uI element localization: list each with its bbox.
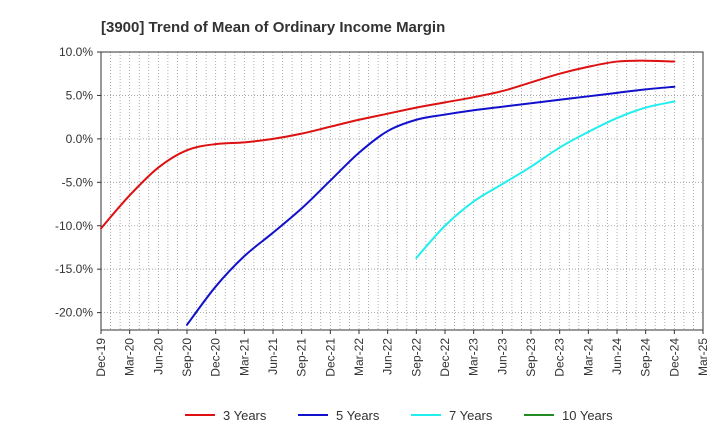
plot-area [101, 52, 703, 330]
x-tick-label: Dec-24 [667, 338, 681, 377]
plot-background [101, 52, 703, 330]
x-tick-label: Jun-21 [266, 338, 280, 375]
y-tick-label: 10.0% [59, 45, 93, 59]
x-tick-label: Mar-23 [467, 338, 481, 376]
legend-label-5-years: 5 Years [336, 408, 380, 423]
y-tick-label: 0.0% [66, 132, 94, 146]
x-tick-label: Dec-19 [94, 338, 108, 377]
x-tick-label: Sep-22 [409, 338, 423, 377]
series-line-5-years [186, 85, 676, 326]
x-tick-label: Jun-23 [495, 338, 509, 375]
x-tick-label: Mar-20 [123, 338, 137, 376]
plot-frame [100, 51, 704, 331]
legend: 3 Years 5 Years 7 Years 10 Years [185, 408, 613, 423]
x-tick-label: Dec-23 [553, 338, 567, 377]
legend-label-7-years: 7 Years [449, 408, 493, 423]
x-tick-label: Sep-21 [295, 338, 309, 377]
y-tick-label: -5.0% [62, 175, 94, 189]
x-axis: Dec-19 Mar-20 Jun-20 Sep-20 Dec-20 Mar-21 Jun-… [94, 330, 710, 377]
x-tick-label: Sep-23 [524, 338, 538, 377]
x-tick-label: Mar-22 [352, 338, 366, 376]
x-tick-label: Mar-24 [581, 338, 595, 376]
legend-label-3-years: 3 Years [223, 408, 267, 423]
x-tick-label: Sep-24 [639, 338, 653, 377]
y-tick-label: 5.0% [66, 88, 94, 102]
x-tick-label: Dec-20 [209, 338, 223, 377]
y-tick-label: -20.0% [55, 306, 93, 320]
chart-title: [3900] Trend of Mean of Ordinary Income … [101, 19, 445, 36]
legend-label-10-years: 10 Years [562, 408, 613, 423]
y-tick-label: -15.0% [55, 262, 93, 276]
series-line-7-years [415, 100, 676, 259]
x-tick-label: Mar-21 [237, 338, 251, 376]
x-tick-label: Jun-22 [381, 338, 395, 375]
x-tick-label: Mar-25 [696, 338, 710, 376]
y-tick-label: -10.0% [55, 219, 93, 233]
series-line-3-years [100, 59, 676, 230]
x-tick-label: Dec-22 [438, 338, 452, 377]
x-tick-label: Jun-20 [151, 338, 165, 375]
x-tick-label: Jun-24 [610, 338, 624, 375]
y-axis: 10.0% 5.0% 0.0% -5.0% -10.0% -15.0% -20.0% [55, 45, 101, 320]
x-tick-label: Sep-20 [180, 338, 194, 377]
x-tick-label: Dec-21 [323, 338, 337, 377]
series-lines [100, 59, 676, 326]
